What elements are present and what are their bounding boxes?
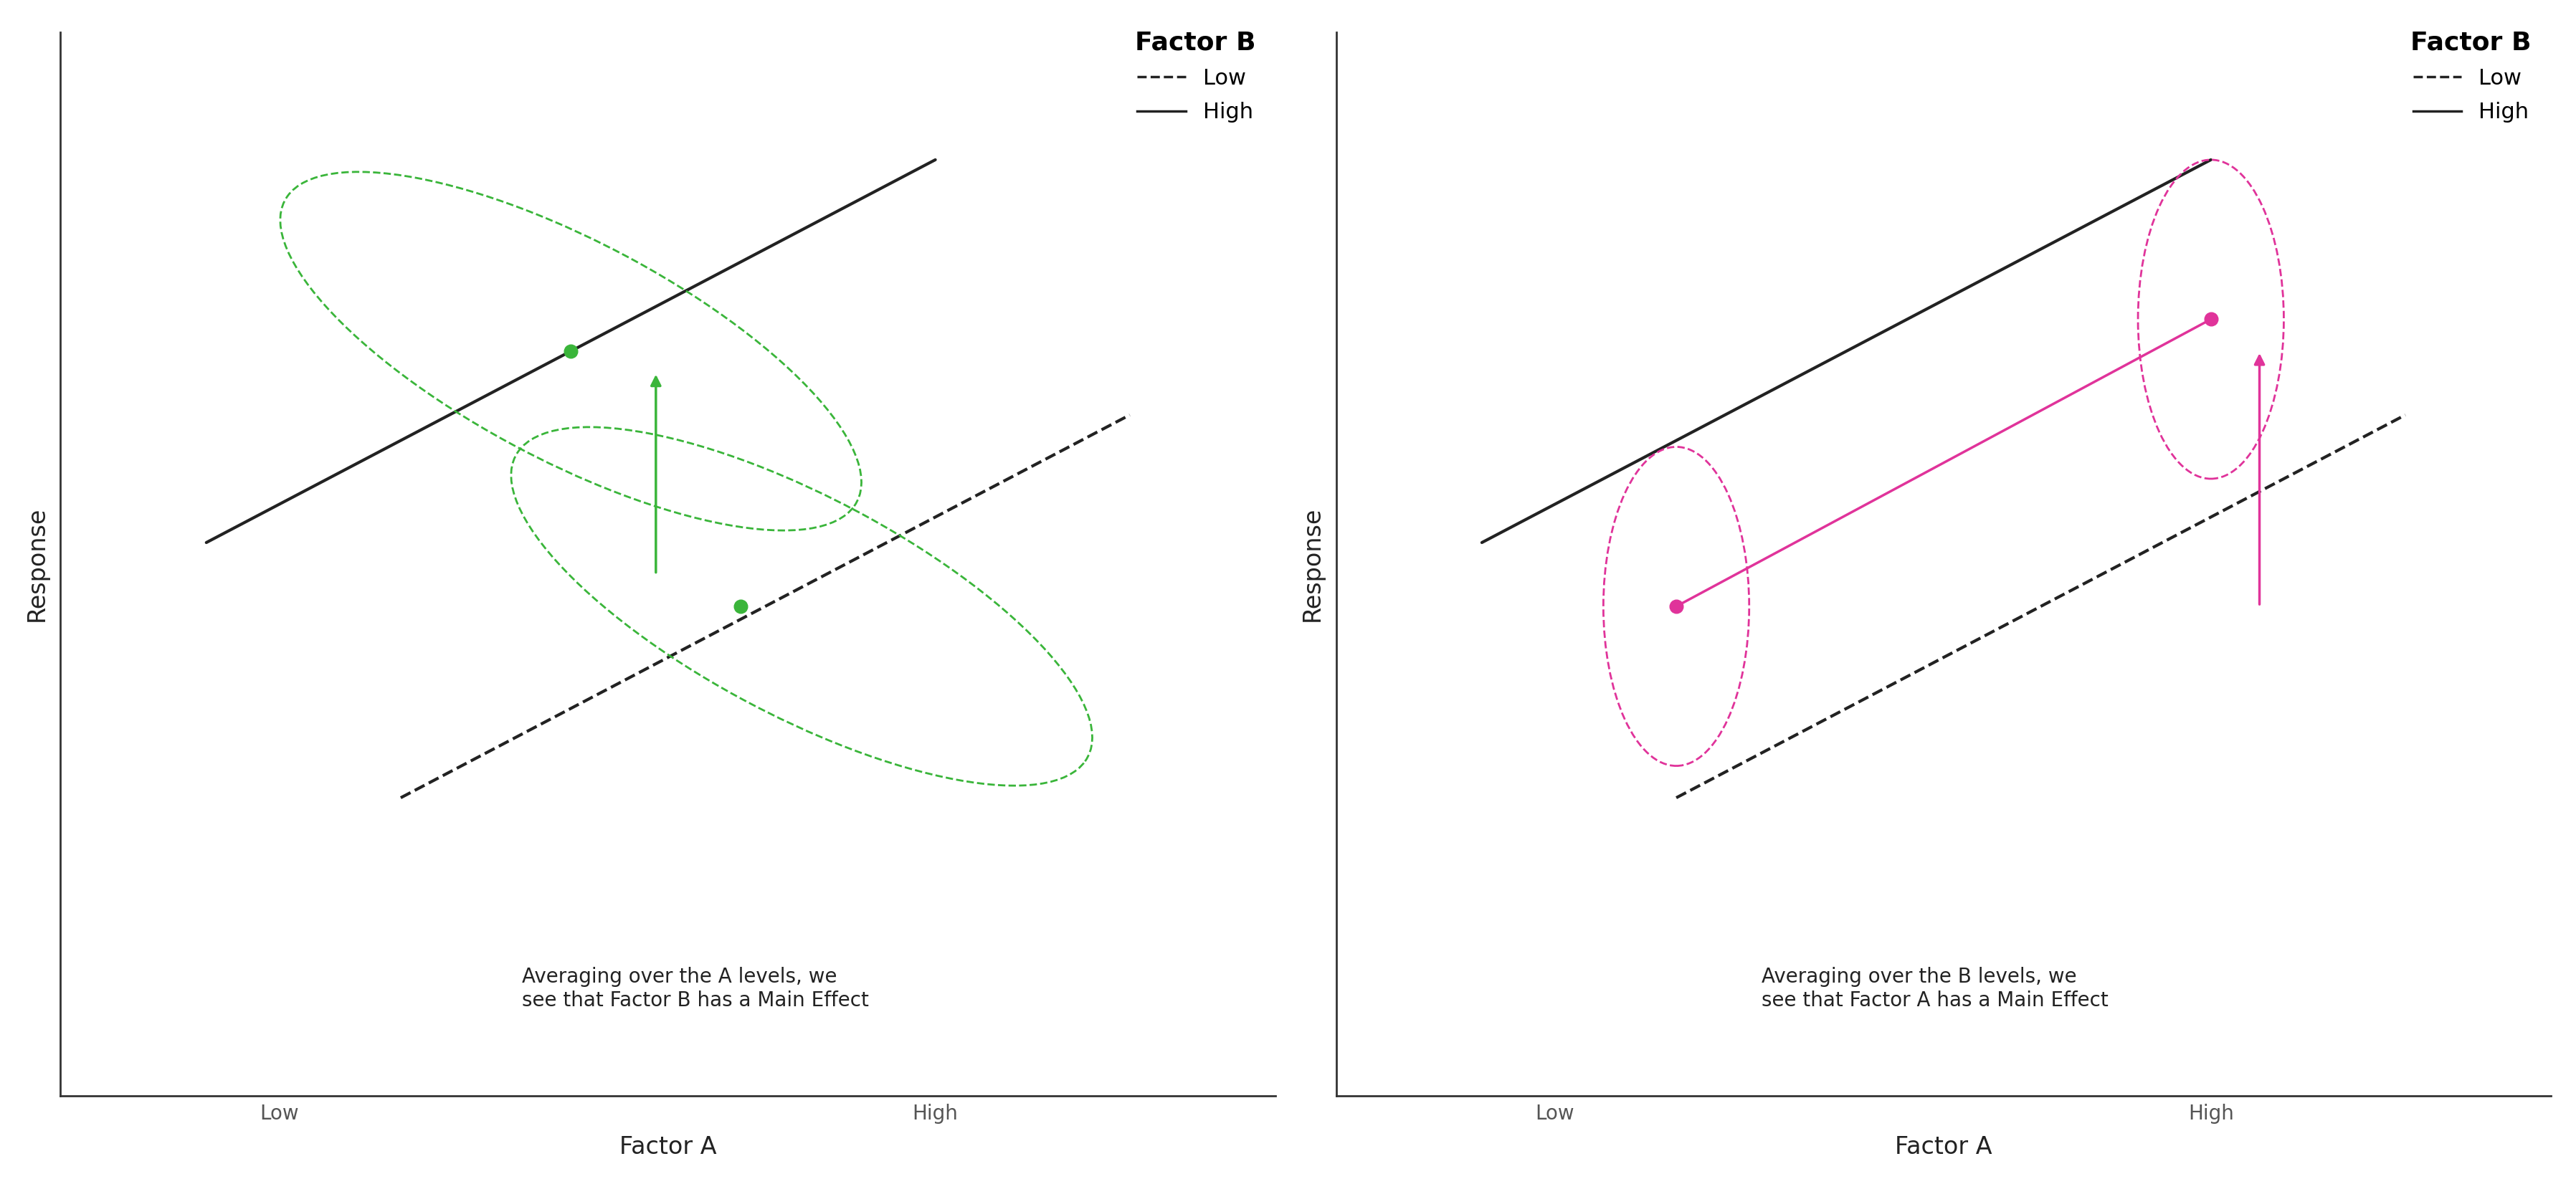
X-axis label: Factor A: Factor A xyxy=(618,1135,716,1159)
Point xyxy=(2190,310,2231,329)
Point xyxy=(721,597,762,616)
Text: Averaging over the A levels, we
see that Factor B has a Main Effect: Averaging over the A levels, we see that… xyxy=(523,967,868,1010)
Legend: Low, High: Low, High xyxy=(2401,21,2540,131)
Text: Averaging over the B levels, we
see that Factor A has a Main Effect: Averaging over the B levels, we see that… xyxy=(1762,967,2107,1010)
X-axis label: Factor A: Factor A xyxy=(1896,1135,1991,1159)
Y-axis label: Response: Response xyxy=(1301,507,1324,622)
Legend: Low, High: Low, High xyxy=(1126,21,1265,131)
Point xyxy=(1656,597,1698,616)
Point xyxy=(551,342,592,361)
Y-axis label: Response: Response xyxy=(26,507,49,622)
